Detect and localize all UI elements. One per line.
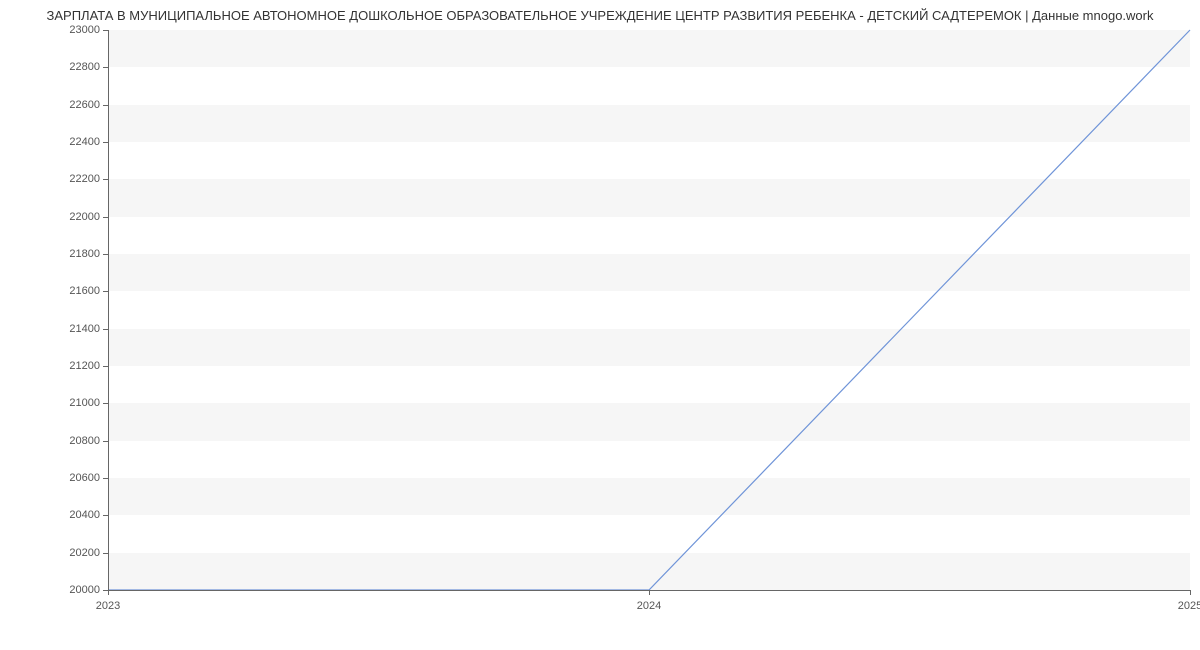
y-tick-mark (103, 403, 108, 404)
x-tick-label: 2025 (1178, 590, 1200, 612)
y-tick-mark (103, 553, 108, 554)
y-axis (108, 30, 109, 590)
x-tick-mark (1190, 590, 1191, 595)
chart-title: ЗАРПЛАТА В МУНИЦИПАЛЬНОЕ АВТОНОМНОЕ ДОШК… (0, 8, 1200, 23)
line-layer (108, 30, 1190, 590)
salary-line-chart: ЗАРПЛАТА В МУНИЦИПАЛЬНОЕ АВТОНОМНОЕ ДОШК… (0, 0, 1200, 650)
y-tick-mark (103, 179, 108, 180)
x-tick-mark (649, 590, 650, 595)
y-tick-mark (103, 30, 108, 31)
y-tick-mark (103, 478, 108, 479)
plot-area: 2000020200204002060020800210002120021400… (108, 30, 1190, 590)
y-tick-mark (103, 67, 108, 68)
y-tick-mark (103, 105, 108, 106)
y-tick-mark (103, 329, 108, 330)
y-tick-mark (103, 217, 108, 218)
y-tick-mark (103, 441, 108, 442)
y-tick-mark (103, 142, 108, 143)
y-tick-mark (103, 366, 108, 367)
y-tick-mark (103, 291, 108, 292)
salary-line-series (108, 30, 1190, 590)
y-tick-mark (103, 515, 108, 516)
x-tick-mark (108, 590, 109, 595)
y-tick-mark (103, 254, 108, 255)
